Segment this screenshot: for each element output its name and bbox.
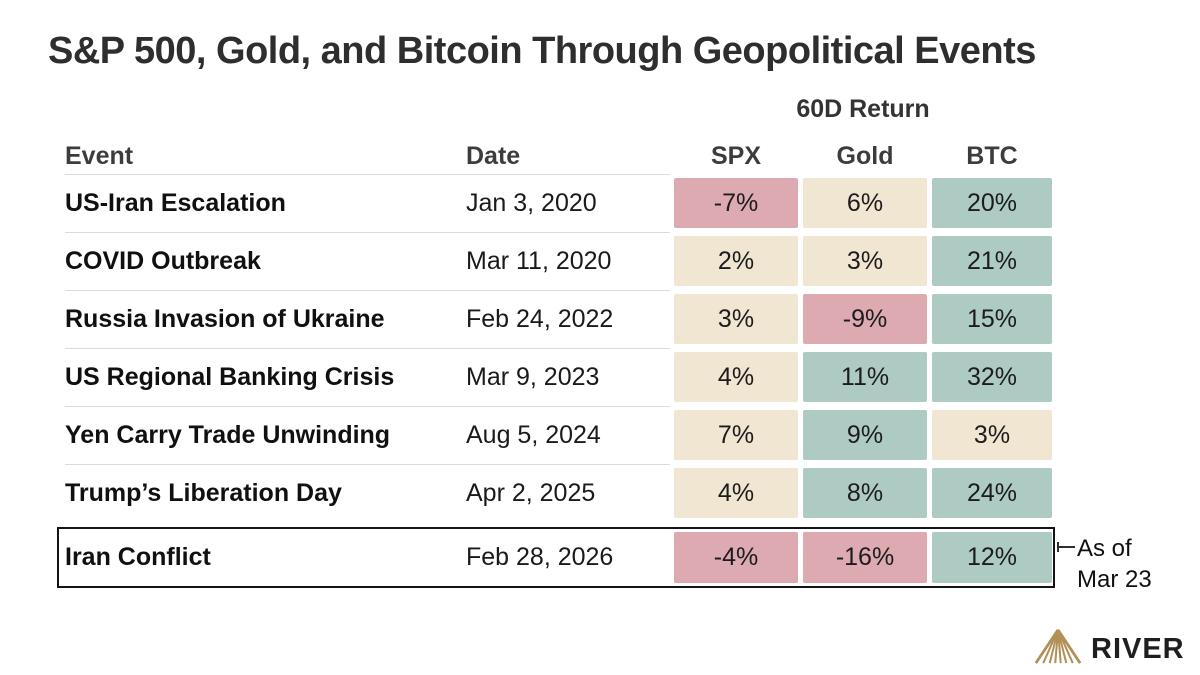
table-row: US Regional Banking Crisis Mar 9, 2023 4…: [0, 348, 1200, 406]
table-row: COVID Outbreak Mar 11, 2020 2% 3% 21%: [0, 232, 1200, 290]
spx-return-cell: 3%: [674, 294, 798, 344]
table-header-row: Event Date SPX Gold BTC: [0, 138, 1200, 174]
as-of-annotation: As of Mar 23: [1077, 533, 1152, 595]
event-cell: COVID Outbreak: [65, 246, 261, 275]
event-cell: US-Iran Escalation: [65, 188, 286, 217]
river-logo-text: RIVER: [1091, 632, 1185, 665]
column-header-btc: BTC: [966, 142, 1018, 170]
date-cell: Aug 5, 2024: [466, 420, 601, 449]
column-header-date: Date: [466, 142, 521, 170]
spx-return-cell: 4%: [674, 352, 798, 402]
gold-return-cell: -9%: [803, 294, 927, 344]
btc-return-cell: 21%: [932, 236, 1052, 286]
callout-connector-line: [1057, 546, 1075, 548]
table-row-highlighted: Iran Conflict Feb 28, 2026 -4% -16% 12%: [0, 527, 1200, 588]
btc-return-cell: 32%: [932, 352, 1052, 402]
date-cell: Feb 24, 2022: [466, 304, 614, 333]
table-row: Trump’s Liberation Day Apr 2, 2025 4% 8%…: [0, 464, 1200, 522]
page-title: S&P 500, Gold, and Bitcoin Through Geopo…: [48, 30, 1036, 72]
spx-return-cell: -4%: [674, 532, 798, 583]
btc-return-cell: 12%: [932, 532, 1052, 583]
column-header-spx: SPX: [710, 142, 762, 170]
date-cell: Mar 9, 2023: [466, 362, 600, 391]
event-cell: Russia Invasion of Ukraine: [65, 304, 385, 333]
row-separator: [65, 406, 670, 407]
event-cell: Yen Carry Trade Unwinding: [65, 420, 391, 449]
table-row: Russia Invasion of Ukraine Feb 24, 2022 …: [0, 290, 1200, 348]
spx-return-cell: 2%: [674, 236, 798, 286]
btc-return-cell: 3%: [932, 410, 1052, 460]
spx-return-cell: 7%: [674, 410, 798, 460]
gold-return-cell: 6%: [803, 178, 927, 228]
gold-return-cell: 3%: [803, 236, 927, 286]
row-separator: [65, 348, 670, 349]
date-cell: Jan 3, 2020: [466, 188, 597, 217]
gold-return-cell: 8%: [803, 468, 927, 518]
row-separator: [65, 232, 670, 233]
gold-return-cell: -16%: [803, 532, 927, 583]
btc-return-cell: 20%: [932, 178, 1052, 228]
date-cell: Mar 11, 2020: [466, 246, 612, 275]
event-cell: US Regional Banking Crisis: [65, 362, 395, 391]
group-header-60d-return: 60D Return: [796, 95, 930, 123]
river-logo: RIVER: [1034, 628, 1185, 670]
river-logo-icon: [1034, 628, 1082, 670]
header-rule: [65, 174, 670, 175]
gold-return-cell: 9%: [803, 410, 927, 460]
column-header-event: Event: [65, 142, 134, 170]
date-cell: Feb 28, 2026: [466, 543, 614, 571]
event-cell: Iran Conflict: [65, 543, 211, 571]
table-row: Yen Carry Trade Unwinding Aug 5, 2024 7%…: [0, 406, 1200, 464]
table-row: US-Iran Escalation Jan 3, 2020 -7% 6% 20…: [0, 174, 1200, 232]
as-of-line1: As of: [1077, 535, 1132, 562]
event-cell: Trump’s Liberation Day: [65, 478, 342, 507]
row-separator: [65, 290, 670, 291]
spx-return-cell: 4%: [674, 468, 798, 518]
spx-return-cell: -7%: [674, 178, 798, 228]
gold-return-cell: 11%: [803, 352, 927, 402]
btc-return-cell: 15%: [932, 294, 1052, 344]
date-cell: Apr 2, 2025: [466, 478, 596, 507]
as-of-line2: Mar 23: [1077, 566, 1152, 593]
column-header-gold: Gold: [836, 142, 894, 170]
btc-return-cell: 24%: [932, 468, 1052, 518]
row-separator: [65, 464, 670, 465]
